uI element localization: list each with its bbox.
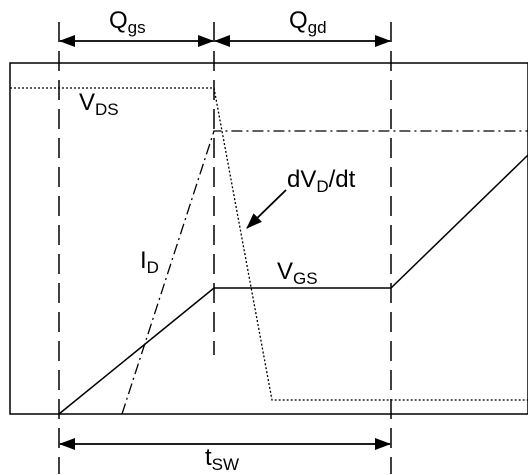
tsw-label: tSW	[205, 444, 239, 474]
dvdt-pointer-arrow	[246, 189, 287, 229]
plot-frame	[9, 62, 528, 415]
id-waveform	[121, 130, 528, 415]
id-label: ID	[140, 247, 159, 277]
qgs-label: Qgs	[109, 7, 146, 37]
vds-waveform	[10, 87, 528, 401]
vgs-waveform	[58, 154, 528, 415]
vgs-label: VGS	[277, 258, 318, 288]
dvdt-label: dVD/dt	[287, 166, 356, 196]
vds-label: VDS	[79, 89, 119, 119]
qgd-label: Qgd	[289, 7, 327, 37]
